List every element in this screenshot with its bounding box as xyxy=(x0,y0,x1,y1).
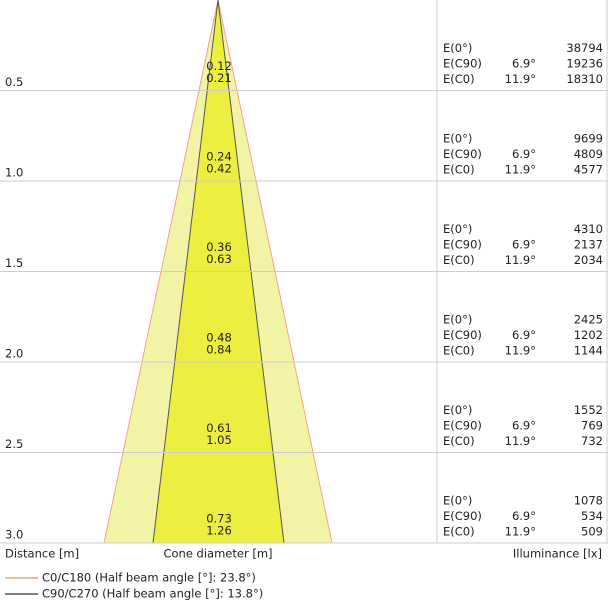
illuminance-name: E(C90) xyxy=(443,328,482,342)
illuminance-angle: 11.9° xyxy=(505,525,536,539)
illuminance-value: 2137 xyxy=(574,238,603,252)
illuminance-value: 1202 xyxy=(574,328,603,342)
illuminance-value: 732 xyxy=(581,434,603,448)
illuminance-angle: 6.9° xyxy=(512,57,536,71)
distance: 1.0 xyxy=(5,166,23,180)
illuminance-name: E(C0) xyxy=(443,525,475,539)
illuminance-name: E(0°) xyxy=(443,222,472,236)
cone-diameter: 0.12 xyxy=(206,59,232,73)
cone-diameter: 0.84 xyxy=(206,343,232,357)
illuminance-angle: 11.9° xyxy=(505,72,536,86)
cone-diameter: 0.73 xyxy=(206,512,232,526)
cone-diameter: 1.26 xyxy=(206,524,232,538)
illuminance-value: 534 xyxy=(581,509,603,523)
illuminance-name: E(C90) xyxy=(443,419,482,433)
illuminance-value: 4310 xyxy=(574,222,603,236)
distance: 0.5 xyxy=(5,75,23,89)
rows: 0.5 0.120.21 E(0°) 38794 E(C90) 6.9° 19236 E(C0… xyxy=(0,41,608,544)
illuminance-label: Illuminance [lx] xyxy=(513,547,602,561)
illuminance-value: 2034 xyxy=(574,253,603,267)
illuminance-angle: 11.9° xyxy=(505,434,536,448)
illuminance-angle: 6.9° xyxy=(512,147,536,161)
illuminance-value: 769 xyxy=(581,419,603,433)
distance: 1.5 xyxy=(5,256,23,270)
illuminance-name: E(0°) xyxy=(443,494,472,508)
illuminance-name: E(C90) xyxy=(443,238,482,252)
illuminance-name: E(C0) xyxy=(443,253,475,267)
illuminance-angle: 6.9° xyxy=(512,509,536,523)
distance: 2.0 xyxy=(5,347,23,361)
cone-diameter-label: Cone diameter [m] xyxy=(163,547,272,561)
illuminance-name: E(0°) xyxy=(443,313,472,327)
distance-label: Distance [m] xyxy=(5,547,79,561)
illuminance-value: 4809 xyxy=(574,147,603,161)
illuminance-angle: 6.9° xyxy=(512,419,536,433)
illuminance-name: E(0°) xyxy=(443,132,472,146)
illuminance-name: E(C90) xyxy=(443,57,482,71)
distance: 2.5 xyxy=(5,437,23,451)
cone-diameter: 1.05 xyxy=(206,433,232,447)
illuminance-value: 1144 xyxy=(574,344,603,358)
illuminance-value: 2425 xyxy=(574,313,603,327)
illuminance-angle: 11.9° xyxy=(505,163,536,177)
cone-diameter: 0.36 xyxy=(206,240,232,254)
illuminance-value: 509 xyxy=(581,525,603,539)
cone-diameter: 0.24 xyxy=(206,150,232,164)
legend-entry: C90/C270 (Half beam angle [°]: 13.8°) xyxy=(42,587,263,601)
cone-diameter: 0.61 xyxy=(206,421,232,435)
cone-diameter: 0.21 xyxy=(206,71,232,85)
illuminance-name: E(0°) xyxy=(443,403,472,417)
illuminance-value: 38794 xyxy=(566,41,603,55)
illuminance-name: E(C0) xyxy=(443,344,475,358)
illuminance-name: E(0°) xyxy=(443,41,472,55)
legend-entry: C0/C180 (Half beam angle [°]: 23.8°) xyxy=(42,571,256,585)
illuminance-value: 4577 xyxy=(574,163,603,177)
illuminance-name: E(C90) xyxy=(443,147,482,161)
illuminance-angle: 11.9° xyxy=(505,253,536,267)
illuminance-angle: 6.9° xyxy=(512,328,536,342)
illuminance-value: 18310 xyxy=(566,72,603,86)
illuminance-angle: 6.9° xyxy=(512,238,536,252)
illuminance-angle: 11.9° xyxy=(505,344,536,358)
illuminance-value: 19236 xyxy=(566,57,603,71)
cone-diameter: 0.48 xyxy=(206,331,232,345)
illuminance-value: 1552 xyxy=(574,403,603,417)
illuminance-name: E(C0) xyxy=(443,72,475,86)
illuminance-value: 9699 xyxy=(574,132,603,146)
illuminance-name: E(C0) xyxy=(443,434,475,448)
cone-diameter: 0.63 xyxy=(206,252,232,266)
illuminance-name: E(C90) xyxy=(443,509,482,523)
illuminance-name: E(C0) xyxy=(443,163,475,177)
cone-diameter: 0.42 xyxy=(206,162,232,176)
illuminance-value: 1078 xyxy=(574,494,603,508)
distance: 3.0 xyxy=(5,528,23,542)
